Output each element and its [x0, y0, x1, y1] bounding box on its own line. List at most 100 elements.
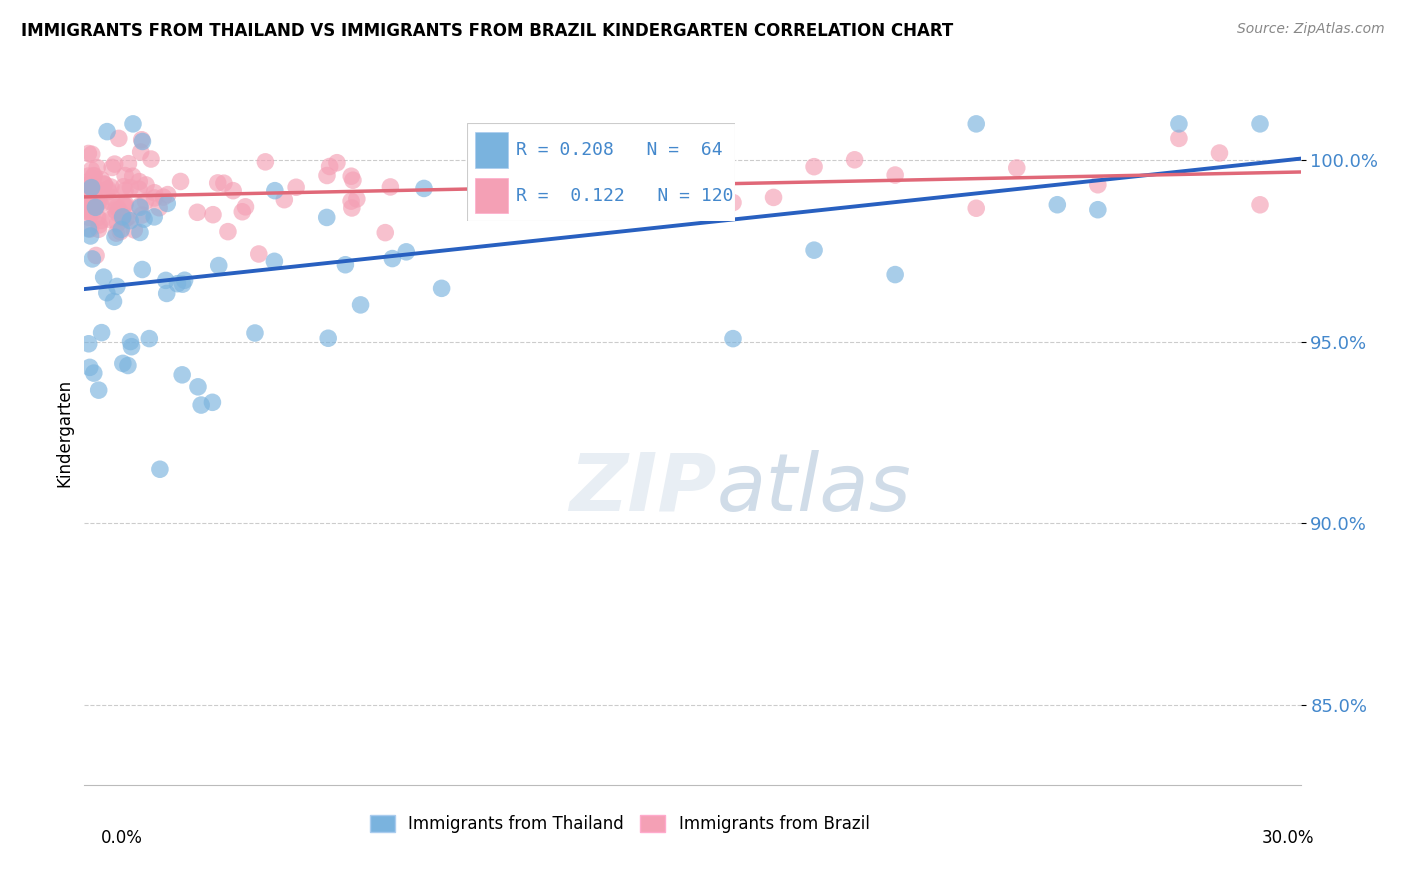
Point: [82, 252, 104, 266]
Point: [148, 201, 170, 215]
Text: atlas: atlas: [717, 450, 911, 528]
Point: [131, 133, 153, 147]
Point: [263, 254, 285, 268]
Point: [86, 198, 108, 212]
Point: [172, 277, 194, 292]
Point: [124, 223, 146, 237]
Point: [207, 176, 229, 190]
Point: [79, 194, 101, 209]
Point: [190, 398, 212, 412]
Point: [101, 161, 124, 175]
Text: ZIP: ZIP: [569, 450, 717, 528]
Point: [77, 178, 100, 192]
Point: [96, 125, 118, 139]
Point: [128, 175, 150, 189]
Point: [156, 286, 179, 301]
Point: [172, 368, 194, 382]
Point: [316, 331, 339, 345]
Point: [77, 178, 100, 193]
Point: [86, 161, 108, 175]
Point: [560, 182, 582, 196]
Point: [335, 258, 357, 272]
Point: [340, 201, 363, 215]
Point: [201, 395, 224, 409]
Point: [217, 225, 239, 239]
Point: [86, 211, 108, 225]
Point: [77, 202, 100, 217]
Point: [560, 139, 582, 153]
Point: [173, 273, 195, 287]
Point: [107, 131, 129, 145]
Point: [349, 298, 371, 312]
Point: [83, 194, 105, 209]
Point: [803, 243, 825, 257]
Point: [143, 191, 166, 205]
Point: [1005, 161, 1028, 175]
Point: [380, 180, 402, 194]
Point: [135, 178, 157, 192]
Point: [86, 194, 108, 209]
Point: [89, 218, 111, 232]
Point: [231, 204, 253, 219]
Point: [1167, 131, 1189, 145]
Point: [108, 202, 131, 217]
Point: [156, 187, 179, 202]
Point: [1249, 117, 1271, 131]
Point: [79, 229, 101, 244]
Point: [235, 200, 257, 214]
Point: [111, 356, 134, 370]
Point: [77, 222, 100, 236]
Point: [114, 196, 136, 211]
Point: [965, 117, 987, 131]
Point: [103, 294, 125, 309]
Point: [131, 208, 153, 222]
Point: [1087, 178, 1109, 192]
Point: [340, 194, 363, 208]
Point: [965, 201, 987, 215]
Point: [762, 190, 785, 204]
Point: [90, 197, 112, 211]
Point: [139, 152, 162, 166]
Point: [721, 195, 744, 210]
Point: [86, 182, 108, 196]
Point: [222, 184, 245, 198]
Point: [77, 169, 100, 183]
Point: [79, 222, 101, 236]
Point: [129, 200, 152, 214]
Point: [285, 180, 308, 194]
Point: [318, 160, 340, 174]
Point: [600, 186, 623, 201]
Point: [395, 244, 418, 259]
Point: [80, 147, 103, 161]
Point: [97, 185, 120, 199]
Point: [100, 194, 122, 209]
Point: [132, 212, 155, 227]
Point: [884, 168, 907, 182]
Point: [110, 222, 132, 236]
Point: [884, 268, 907, 282]
Point: [111, 210, 134, 224]
Point: [721, 332, 744, 346]
Point: [131, 135, 153, 149]
Point: [326, 155, 349, 169]
Point: [114, 184, 136, 198]
Point: [844, 153, 866, 167]
Point: [82, 182, 104, 196]
Point: [143, 210, 166, 224]
Point: [82, 206, 104, 220]
Point: [374, 226, 396, 240]
Point: [100, 190, 122, 204]
Point: [105, 205, 128, 219]
Point: [316, 169, 339, 183]
Point: [1087, 202, 1109, 217]
Point: [273, 193, 295, 207]
Point: [187, 380, 209, 394]
Point: [1208, 146, 1230, 161]
Point: [117, 359, 139, 373]
Point: [169, 174, 191, 188]
Text: IMMIGRANTS FROM THAILAND VS IMMIGRANTS FROM BRAZIL KINDERGARTEN CORRELATION CHAR: IMMIGRANTS FROM THAILAND VS IMMIGRANTS F…: [21, 22, 953, 40]
Point: [110, 225, 132, 239]
Point: [212, 176, 235, 190]
Point: [114, 211, 136, 226]
Point: [430, 281, 453, 295]
